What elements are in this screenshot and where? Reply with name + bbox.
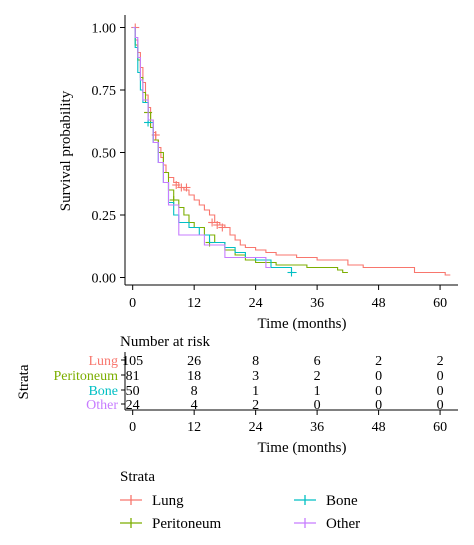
censor-mark-lung	[213, 221, 222, 229]
legend-item-peritoneum: Peritoneum	[120, 516, 221, 532]
legend-label: Bone	[326, 493, 358, 509]
x-tick-label: 36	[310, 296, 324, 311]
risk-cell: 2	[252, 398, 259, 413]
risk-cell: 2	[437, 354, 444, 369]
survival-curve-lung	[132, 26, 451, 276]
legend-items: Lung Peritoneum Bone Other	[120, 493, 360, 532]
risk-x-tick-label: 12	[187, 420, 201, 435]
risk-table: Number at risk Strata Lung 105 26 8 6 2 2Perit…	[16, 334, 458, 456]
x-axis-label: Time (months)	[257, 316, 346, 332]
censor-mark-lung	[208, 218, 217, 227]
legend-title: Strata	[120, 469, 155, 485]
y-axis-label: Survival probability	[58, 90, 74, 211]
survival-curve-peritoneum	[132, 26, 348, 274]
legend: Strata Lung Peritoneum Bone Other	[120, 469, 360, 532]
strata-axis-label: Strata	[16, 364, 32, 399]
y-tick-group: 0.00 0.25 0.50 0.75 1.00	[92, 22, 125, 287]
x-tick-label: 48	[372, 296, 386, 311]
risk-cell: 1	[252, 384, 259, 399]
x-tick-label: 24	[249, 296, 263, 311]
risk-row-label: Peritoneum	[53, 369, 118, 384]
risk-cell: 81	[126, 369, 140, 384]
risk-cell: 2	[314, 369, 321, 384]
x-tick-label: 12	[187, 296, 201, 311]
risk-cell: 24	[126, 398, 140, 413]
risk-x-tick-label: 48	[372, 420, 386, 435]
risk-cell: 0	[437, 398, 444, 413]
legend-label: Other	[326, 516, 360, 532]
survival-plot: Survival probability 0.00 0.25 0.50 0.75 1.0…	[58, 15, 458, 332]
risk-row-label: Bone	[88, 384, 118, 399]
y-tick-label: 0.00	[92, 272, 117, 287]
risk-cell: 3	[252, 369, 259, 384]
x-tick-group: 0 12 24 36 48 60	[129, 285, 447, 311]
risk-cell: 8	[191, 384, 198, 399]
risk-cell: 0	[375, 384, 382, 399]
risk-cell: 0	[375, 398, 382, 413]
legend-item-other: Other	[294, 516, 360, 532]
legend-item-lung: Lung	[120, 493, 184, 509]
risk-cell: 26	[187, 354, 201, 369]
censor-mark-lung	[182, 183, 191, 192]
risk-cell: 0	[437, 369, 444, 384]
risk-x-tick-label: 24	[249, 420, 263, 435]
risk-cell: 105	[122, 354, 143, 369]
risk-cell: 0	[375, 369, 382, 384]
survival-curve-other	[132, 26, 271, 269]
legend-label: Lung	[152, 493, 184, 509]
risk-cell: 1	[314, 384, 321, 399]
risk-cell: 2	[375, 354, 382, 369]
risk-table-title: Number at risk	[120, 334, 210, 350]
risk-x-axis-label: Time (months)	[257, 440, 346, 456]
x-tick-label: 0	[129, 296, 136, 311]
risk-cell: 0	[437, 384, 444, 399]
y-tick-label: 0.50	[92, 147, 117, 162]
risk-row-label: Other	[86, 398, 118, 413]
risk-x-tick-label: 0	[129, 420, 136, 435]
risk-cell: 0	[314, 398, 321, 413]
risk-x-tick-label: 36	[310, 420, 324, 435]
risk-cell: 4	[191, 398, 198, 413]
risk-row-label: Lung	[88, 354, 118, 369]
risk-x-tick-label: 60	[433, 420, 447, 435]
y-tick-label: 1.00	[92, 22, 117, 37]
y-tick-label: 0.25	[92, 209, 117, 224]
censor-mark-lung	[172, 181, 181, 189]
risk-x-tick-group: 0 12 24 36 48 60	[129, 410, 447, 435]
censor-mark-bone	[287, 268, 296, 277]
risk-cell: 6	[314, 354, 321, 369]
risk-cell: 8	[252, 354, 259, 369]
risk-cell: 50	[126, 384, 140, 399]
legend-item-bone: Bone	[294, 493, 358, 509]
legend-label: Peritoneum	[152, 516, 221, 532]
risk-cell: 18	[187, 369, 201, 384]
y-tick-label: 0.75	[92, 84, 117, 99]
censor-mark-lung	[218, 223, 227, 232]
x-tick-label: 60	[433, 296, 447, 311]
series-group	[131, 23, 451, 277]
